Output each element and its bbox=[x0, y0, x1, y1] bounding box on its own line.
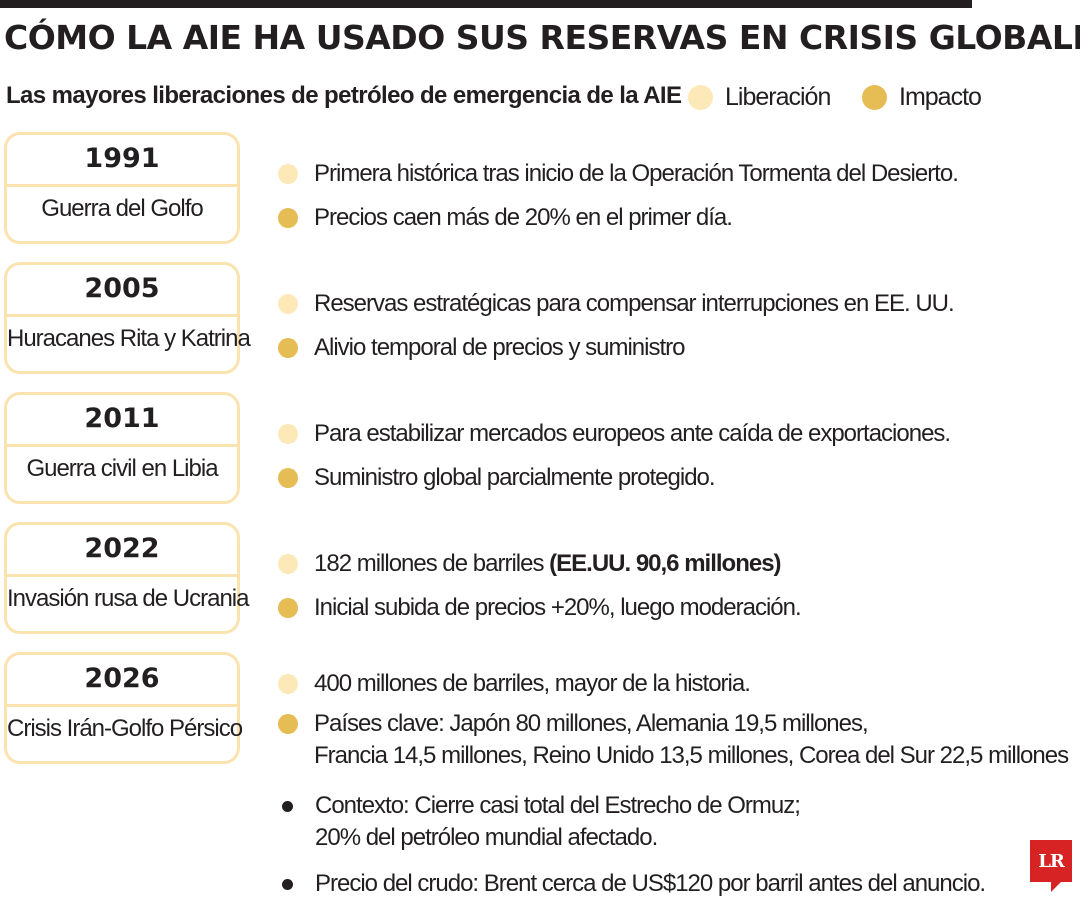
impacto-text: Países clave: Japón 80 millones, Alemani… bbox=[314, 708, 1069, 772]
liberacion-dot-icon bbox=[278, 424, 298, 444]
liberacion-text: Para estabilizar mercados europeos ante … bbox=[314, 420, 951, 447]
liberacion-text: 400 millones de barriles, mayor de la hi… bbox=[314, 670, 751, 697]
event-year: 2005 bbox=[84, 273, 160, 304]
liberacion-dot-icon bbox=[278, 674, 298, 694]
impacto-item-2022: Inicial subida de precios +20%, luego mo… bbox=[278, 592, 802, 624]
impacto-dot-icon bbox=[278, 208, 298, 228]
impacto-dot-icon bbox=[278, 338, 298, 358]
liberacion-dot-icon bbox=[278, 164, 298, 184]
card-divider bbox=[7, 314, 237, 317]
page-subtitle: Las mayores liberaciones de petróleo de … bbox=[6, 82, 682, 109]
liberacion-dot-icon bbox=[278, 554, 298, 574]
impacto-dot-icon bbox=[278, 598, 298, 618]
impacto-item-2011: Suministro global parcialmente protegido… bbox=[278, 462, 716, 494]
top-rule bbox=[0, 0, 972, 8]
event-name: Invasión rusa de Ucrania bbox=[7, 585, 249, 612]
liberacion-item-2011: Para estabilizar mercados europeos ante … bbox=[278, 418, 951, 450]
note-text-line1: Contexto: Cierre casi total del Estrecho… bbox=[315, 792, 801, 819]
impacto-dot-icon bbox=[862, 84, 887, 110]
impacto-text-line1: Países clave: Japón 80 millones, Alemani… bbox=[314, 710, 869, 737]
note-text: Precio del crudo: Brent cerca de US$120 … bbox=[315, 870, 986, 897]
liberacion-dot-icon bbox=[278, 294, 298, 314]
card-divider bbox=[7, 704, 237, 707]
event-card-2022: 2022 Invasión rusa de Ucrania bbox=[4, 522, 249, 634]
legend-liberacion-label: Liberación bbox=[725, 82, 831, 111]
impacto-item-2026: Países clave: Japón 80 millones, Alemani… bbox=[278, 708, 1069, 772]
impacto-dot-icon bbox=[278, 468, 298, 488]
card-divider bbox=[7, 184, 237, 187]
lr-logo-tail bbox=[1051, 882, 1061, 892]
event-year: 1991 bbox=[84, 143, 160, 174]
event-name: Guerra civil en Libia bbox=[26, 455, 218, 482]
note-precio: Precio del crudo: Brent cerca de US$120 … bbox=[278, 868, 986, 900]
impacto-item-1991: Precios caen más de 20% en el primer día… bbox=[278, 202, 733, 234]
legend-impacto: Impacto bbox=[862, 82, 982, 112]
impacto-text: Inicial subida de precios +20%, luego mo… bbox=[314, 594, 802, 621]
liberacion-text: 182 millones de barriles (EE.UU. 90,6 mi… bbox=[314, 548, 782, 580]
note-contexto: Contexto: Cierre casi total del Estrecho… bbox=[278, 790, 801, 854]
card-divider bbox=[7, 574, 237, 577]
liberacion-item-2026: 400 millones de barriles, mayor de la hi… bbox=[278, 668, 751, 700]
event-year: 2011 bbox=[84, 403, 160, 434]
legend-liberacion: Liberación bbox=[688, 82, 831, 112]
liberacion-text-regular: 182 millones de barriles bbox=[314, 550, 550, 577]
event-card-2026: 2026 Crisis Irán-Golfo Pérsico bbox=[4, 652, 243, 764]
event-card-1991: 1991 Guerra del Golfo bbox=[4, 132, 240, 244]
event-year: 2026 bbox=[84, 663, 160, 694]
legend-impacto-label: Impacto bbox=[899, 82, 982, 111]
liberacion-text-bold: (EE.UU. 90,6 millones) bbox=[549, 550, 781, 577]
liberacion-dot-icon bbox=[688, 84, 713, 110]
event-name: Huracanes Rita y Katrina bbox=[7, 325, 251, 352]
event-card-2005: 2005 Huracanes Rita y Katrina bbox=[4, 262, 251, 374]
impacto-item-2005: Alivio temporal de precios y suministro bbox=[278, 332, 685, 364]
event-year: 2022 bbox=[84, 533, 160, 564]
event-name: Crisis Irán-Golfo Pérsico bbox=[7, 715, 243, 742]
impacto-text: Suministro global parcialmente protegido… bbox=[314, 464, 716, 491]
liberacion-item-2005: Reservas estratégicas para compensar int… bbox=[278, 288, 955, 320]
card-divider bbox=[7, 444, 237, 447]
liberacion-text: Reservas estratégicas para compensar int… bbox=[314, 290, 955, 317]
liberacion-item-2022: 182 millones de barriles (EE.UU. 90,6 mi… bbox=[278, 548, 782, 580]
impacto-dot-icon bbox=[278, 714, 298, 734]
lr-logo: LR bbox=[1030, 840, 1072, 882]
note-text-line2: 20% del petróleo mundial afectado. bbox=[315, 824, 658, 851]
impacto-text: Alivio temporal de precios y suministro bbox=[314, 334, 685, 361]
impacto-text-line2: Francia 14,5 millones, Reino Unido 13,5 … bbox=[314, 742, 1069, 769]
impacto-text: Precios caen más de 20% en el primer día… bbox=[314, 204, 733, 231]
bullet-icon bbox=[282, 801, 293, 812]
liberacion-item-1991: Primera histórica tras inicio de la Oper… bbox=[278, 158, 959, 190]
note-text: Contexto: Cierre casi total del Estrecho… bbox=[315, 790, 801, 854]
liberacion-text: Primera histórica tras inicio de la Oper… bbox=[314, 160, 959, 187]
page-title: CÓMO LA AIE HA USADO SUS RESERVAS EN CRI… bbox=[4, 18, 1080, 57]
event-card-2011: 2011 Guerra civil en Libia bbox=[4, 392, 240, 504]
bullet-icon bbox=[282, 879, 293, 890]
event-name: Guerra del Golfo bbox=[41, 195, 203, 222]
